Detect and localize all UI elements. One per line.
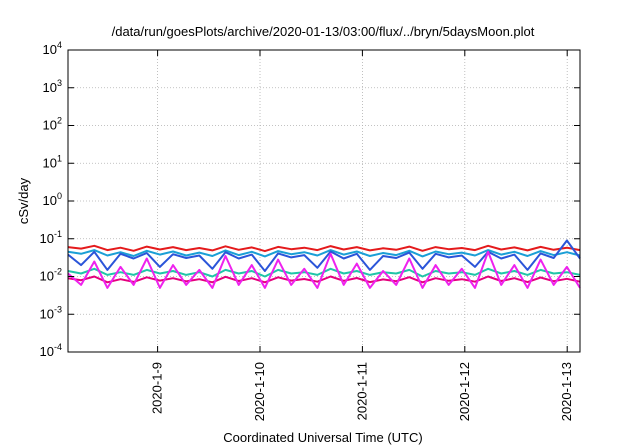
y-tick-label: 10-4 — [40, 342, 62, 359]
series-line-2 — [67, 249, 581, 258]
y-tick-label: 103 — [43, 78, 62, 95]
x-tick-label: 2020-1-11 — [354, 362, 369, 420]
y-tick-label: 10-2 — [40, 267, 62, 284]
y-tick-label: 10-1 — [40, 229, 62, 246]
y-tick-label: 104 — [43, 40, 62, 57]
y-axis: 10-4 10-3 10-2 10-1 100 101 102 103 104 — [40, 40, 580, 359]
x-tick-label: 2020-1-13 — [559, 362, 574, 421]
x-tick-label: 2020-1-9 — [150, 362, 165, 414]
y-tick-label: 10-3 — [40, 304, 62, 321]
series-line-1 — [67, 244, 581, 253]
y-tick-label: 100 — [43, 191, 62, 208]
series-line-6 — [67, 250, 581, 289]
x-axis: 2020-1-9 2020-1-10 2020-1-11 2020-1-12 2020-… — [150, 50, 574, 421]
series-line-3 — [67, 239, 581, 272]
y-tick-label: 101 — [43, 153, 62, 170]
series-line-5 — [67, 275, 581, 284]
y-axis-label: cSv/day — [16, 177, 31, 224]
x-tick-label: 2020-1-12 — [457, 362, 472, 421]
series-layer — [67, 239, 581, 289]
grid — [68, 50, 580, 352]
chart-title: /data/run/goesPlots/archive/2020-01-13/0… — [112, 24, 535, 39]
x-tick-label: 2020-1-10 — [252, 362, 267, 421]
y-tick-label: 102 — [43, 116, 62, 133]
x-axis-label: Coordinated Universal Time (UTC) — [223, 430, 422, 445]
